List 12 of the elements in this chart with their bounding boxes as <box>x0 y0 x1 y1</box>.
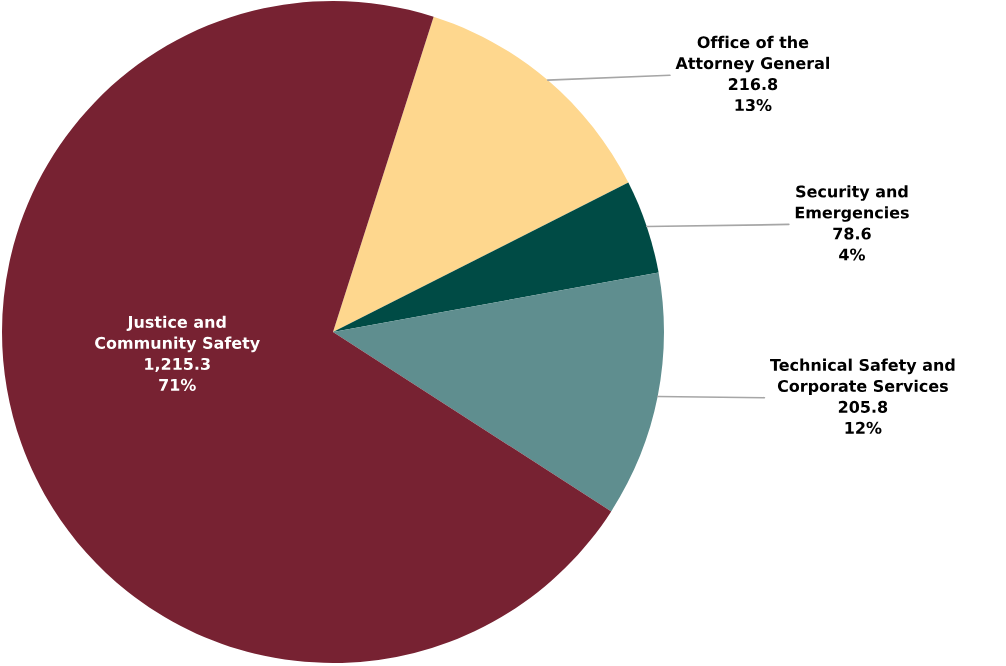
slice-label: Office of the Attorney General <box>675 35 830 73</box>
slice-label: Technical Safety and Corporate Services <box>770 358 955 396</box>
slice-label: Justice and Community Safety <box>95 315 260 353</box>
slice-label: Security and Emergencies <box>795 185 909 222</box>
data-label: 1,215.3 71% <box>145 357 210 391</box>
data-label: 205.8 12% <box>838 400 888 434</box>
pie-slice <box>333 182 659 332</box>
pie-slice <box>2 1 612 663</box>
pie-slice <box>333 272 664 512</box>
data-label: 216.8 13% <box>728 78 778 112</box>
pie-slice <box>333 16 629 332</box>
data-label: 78.6 4% <box>833 227 871 261</box>
